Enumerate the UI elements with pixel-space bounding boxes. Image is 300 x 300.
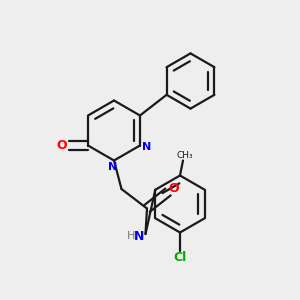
- Text: O: O: [168, 182, 179, 195]
- Text: H: H: [127, 231, 135, 242]
- Text: N: N: [134, 230, 144, 243]
- Text: CH₃: CH₃: [176, 151, 193, 160]
- Text: N: N: [142, 142, 151, 152]
- Text: N: N: [108, 162, 117, 172]
- Text: O: O: [57, 139, 67, 152]
- Text: Cl: Cl: [173, 250, 187, 264]
